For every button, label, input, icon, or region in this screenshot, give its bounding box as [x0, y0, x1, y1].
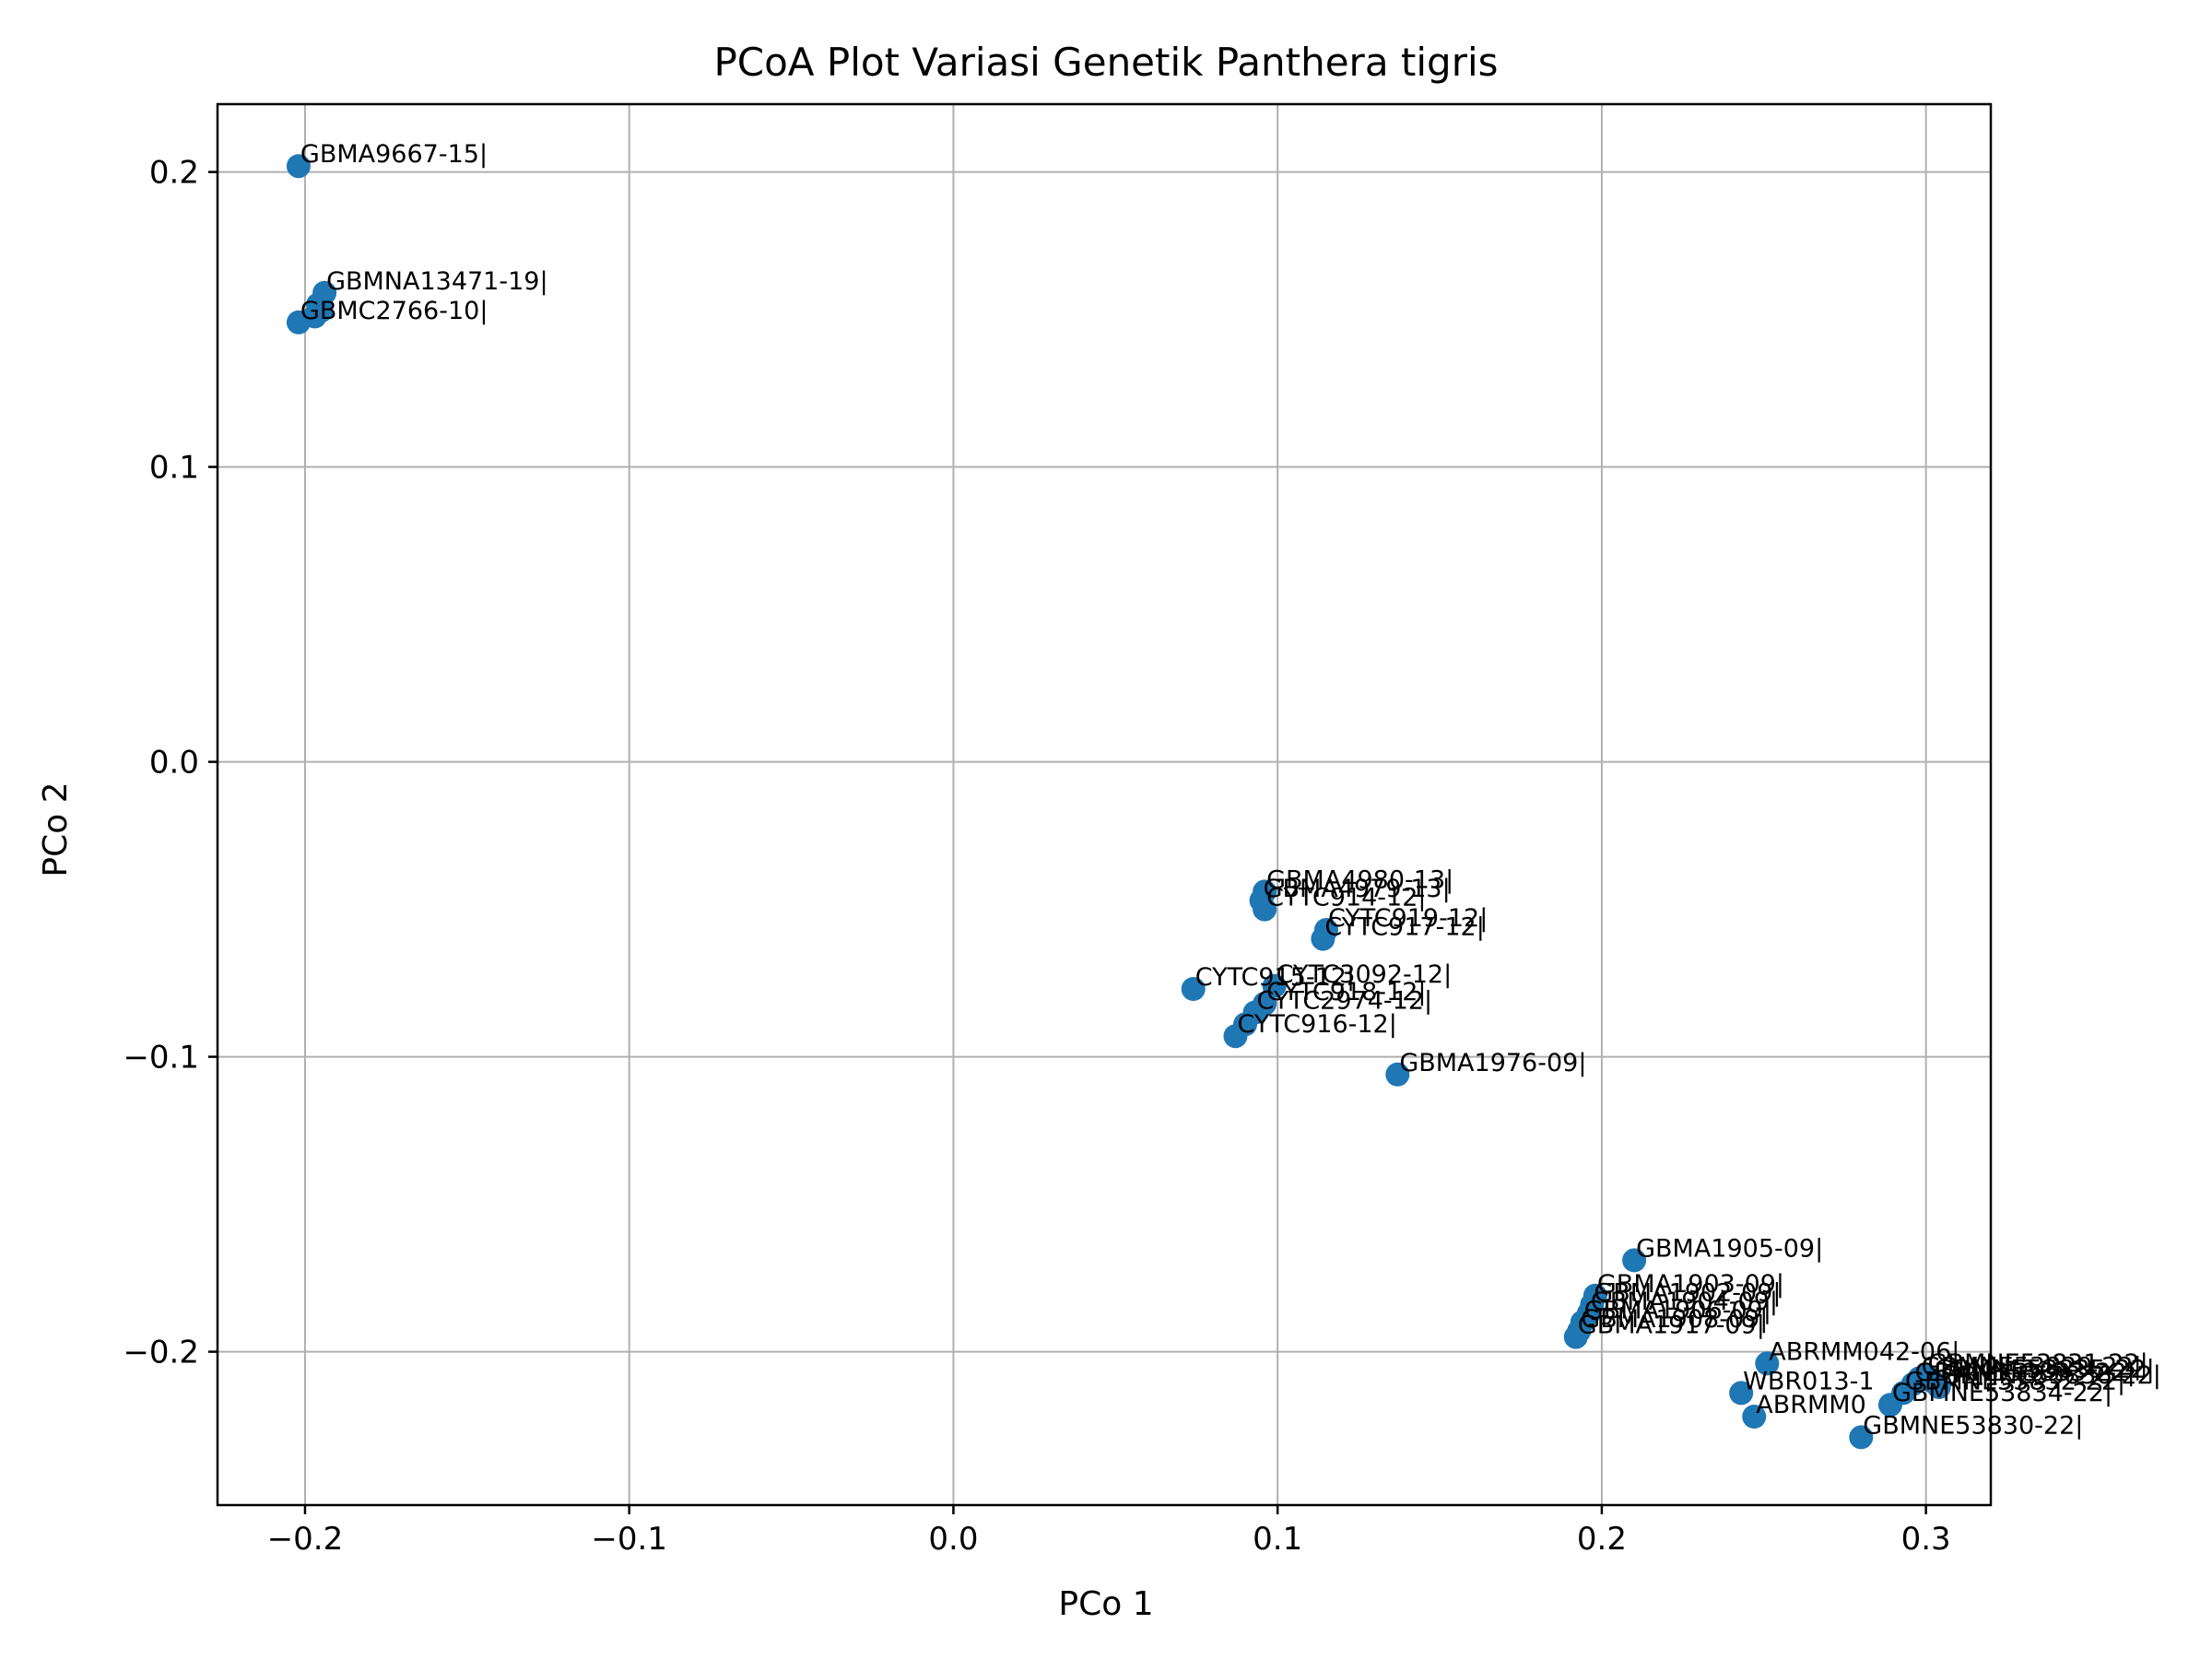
x-tick-label: 0.0 [928, 1521, 978, 1558]
point-label: GBMNE53833-22| [1915, 1359, 2136, 1387]
grid-lines [218, 104, 1991, 1505]
point-label: GBMNE53834-22| [1892, 1379, 2112, 1407]
x-tick-label: 0.1 [1253, 1521, 1302, 1558]
point-label: GBMNA13471-19| [326, 267, 548, 296]
x-tick-label: −0.1 [591, 1521, 667, 1558]
point-label: CYTC3092-12| [1277, 960, 1453, 989]
data-point [286, 310, 311, 335]
point-label: CYTC919-12| [1328, 904, 1488, 933]
point-label: GBMA4979-13| [1264, 875, 1451, 903]
point-label: CYTC915-12| [1195, 963, 1355, 992]
y-tick-label: 0.2 [149, 155, 199, 192]
point-label: GBMA1976-09| [1399, 1049, 1586, 1077]
point-label: CYTC917-12| [1324, 913, 1484, 942]
point-label: GBMA4980-13| [1266, 865, 1453, 894]
data-point [1755, 1351, 1780, 1376]
x-axis-label: PCo 1 [1058, 1585, 1153, 1623]
point-label: CYTC2974-12| [1257, 987, 1433, 1016]
point-label: CYTC916-12| [1237, 1010, 1396, 1039]
point-label: ABRMM0 [1756, 1391, 1866, 1419]
point-label: GBMNE53831-22| [1928, 1349, 2148, 1378]
point-label: GBMA9667-15| [300, 140, 488, 169]
axis-ticks: −0.2 −0.1 0.0 0.1 0.2 0.3 0.2 0.1 0.0 −0.1 −0.2 [123, 155, 1950, 1558]
point-label: GBMA1903-09| [1597, 1270, 1784, 1299]
y-axis-label: PCo 2 [37, 782, 75, 877]
data-point [1223, 1024, 1248, 1049]
point-label: GBMC2766-10| [300, 297, 488, 325]
y-tick-label: 0.0 [149, 745, 199, 782]
y-tick-label: −0.2 [123, 1335, 199, 1371]
point-labels: GBMA9667-15| GBMNA13471-19|GBMC2766-10| GB… [300, 140, 2161, 1440]
point-label: GBMNE53836-22| [1941, 1361, 2161, 1390]
data-point [1385, 1062, 1410, 1087]
point-label: WBR013-1 [1743, 1367, 1874, 1395]
point-label: GBMA1902-09| [1594, 1278, 1781, 1307]
point-label: CYTC914-12| [1266, 884, 1426, 912]
point-label: GBMNE53829-22| [1922, 1352, 2142, 1381]
data-point [1262, 973, 1287, 998]
point-label: ABRMM042-06| [1769, 1337, 1959, 1366]
point-label: GBMNE53830-22| [1863, 1411, 2083, 1440]
point-label: GBMA1917-09| [1578, 1312, 1765, 1340]
x-tick-label: 0.3 [1901, 1521, 1951, 1558]
data-point [1311, 926, 1335, 951]
data-point [1729, 1381, 1754, 1406]
point-label: GBMA1908-09| [1581, 1305, 1768, 1334]
point-label: GBMNE53832-22| [1905, 1367, 2125, 1395]
point-label: GBMA1905-09| [1636, 1234, 1823, 1263]
data-point [1253, 897, 1277, 922]
y-tick-label: 0.1 [149, 450, 199, 487]
chart-title: PCoA Plot Variasi Genetik Panthera tigri… [713, 40, 1498, 85]
data-points [286, 154, 1951, 1450]
point-label: GBMNE53835-22| [1935, 1356, 2155, 1384]
point-label: GBMA1906-09| [1584, 1297, 1771, 1325]
data-point [1926, 1375, 1951, 1399]
x-tick-label: 0.2 [1577, 1521, 1627, 1558]
data-point [286, 154, 311, 179]
data-point [1181, 977, 1206, 1001]
data-point [1849, 1425, 1874, 1450]
x-tick-label: −0.2 [267, 1521, 344, 1558]
data-point [1742, 1405, 1767, 1429]
data-point [1622, 1248, 1647, 1273]
plot-frame [216, 102, 1993, 1507]
y-tick-label: −0.1 [123, 1040, 199, 1077]
point-label: CYTC918-12| [1266, 978, 1426, 1006]
data-point [1563, 1324, 1588, 1349]
point-label: GBMA1904-09| [1591, 1288, 1778, 1316]
